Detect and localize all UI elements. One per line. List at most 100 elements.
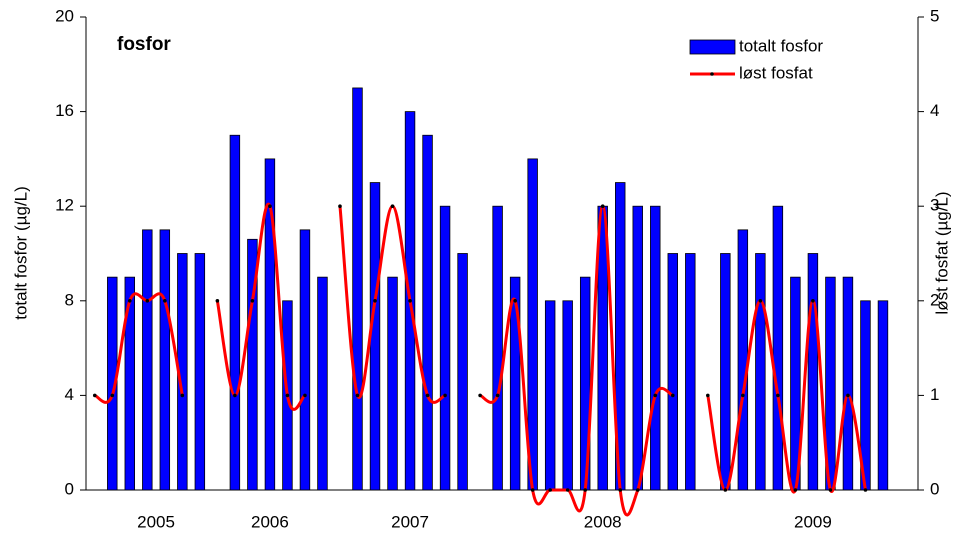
line-point [92,393,97,398]
line-point [793,488,798,492]
x-tick-label: 2007 [391,512,429,531]
bar [667,253,678,491]
legend-swatch [689,39,736,55]
y2-axis-label: løst fosfat (µg/L) [932,191,951,314]
line-point [425,393,430,398]
x-tick-label: 2006 [251,512,289,531]
bar [107,276,118,491]
chart-title: fosfor [117,34,171,55]
bar [369,182,381,491]
line-point [530,488,535,492]
bar [650,205,661,491]
line-point [495,393,500,398]
bar [352,87,363,491]
line [338,204,446,404]
line-point [478,393,482,398]
line-point [355,393,360,398]
y-axis-label: totalt fosfor (µg/L) [11,186,30,320]
line-point [338,204,342,208]
line [706,299,867,494]
bar [159,229,171,491]
bar [422,134,433,491]
line-point [600,204,605,208]
line-point [513,299,517,303]
bar [544,300,556,491]
bar [755,253,766,491]
x-tick-label: 2005 [137,512,175,531]
line-point [215,299,220,303]
line-point [250,299,255,303]
y2-tick-label: 4 [930,101,939,120]
line-point [110,393,115,398]
bar [842,276,854,491]
bar [457,253,468,491]
line-point [723,488,728,492]
bar [317,276,328,491]
line-point [285,393,290,398]
y-tick-label: 0 [65,479,74,498]
y2-tick-label: 1 [930,385,939,404]
line-point [583,488,587,492]
bar [737,229,749,491]
line-point [635,488,640,492]
y-tick-label: 8 [65,290,74,309]
line-point [618,488,623,492]
line-point [180,393,185,398]
bar [772,205,784,491]
line-point [303,393,307,398]
bar [877,300,889,491]
bar [562,300,573,491]
bar [142,229,153,491]
bar [124,276,136,491]
bar [439,205,451,491]
line-point [653,393,658,398]
line-point [145,299,150,303]
bar [527,158,538,491]
bar [509,276,521,491]
y2-tick-label: 3 [930,196,939,215]
line-point [706,393,710,398]
line-point [127,299,132,303]
bar [720,253,731,491]
line-point [548,488,552,492]
bar [229,134,241,491]
bar [247,238,258,491]
line-point [776,393,780,398]
y-tick-label: 4 [65,385,74,404]
y-tick-label: 12 [55,196,74,215]
line-point [390,204,395,208]
x-tick-label: 2008 [584,512,622,531]
y2-tick-label: 2 [930,290,939,309]
y2-tick-label: 0 [930,479,939,498]
bar [632,205,643,491]
line-point [443,393,447,398]
line-point [846,393,850,398]
line-point [758,299,763,303]
line [479,204,674,517]
line-point [408,299,412,303]
x-tick-label: 2009 [794,512,832,531]
bar [194,253,206,491]
line-point [811,299,815,303]
bar [807,253,819,491]
line-point [670,393,675,398]
line-point [741,393,745,398]
line-point [828,488,833,492]
bar [264,158,276,491]
y-tick-label: 16 [55,101,74,120]
line-point [268,204,272,208]
bar [685,253,696,491]
line-point [233,393,237,398]
line-point [163,299,167,303]
legend-label: totalt fosfor [739,36,823,55]
line-point [373,299,377,303]
y-tick-label: 20 [55,6,74,25]
y2-tick-label: 5 [930,6,939,25]
legend-label: løst fosfat [739,63,813,82]
bar [387,276,398,491]
bar [492,205,503,491]
legend-swatch-point [710,72,714,76]
line-point [863,488,868,492]
line-point [565,488,570,492]
